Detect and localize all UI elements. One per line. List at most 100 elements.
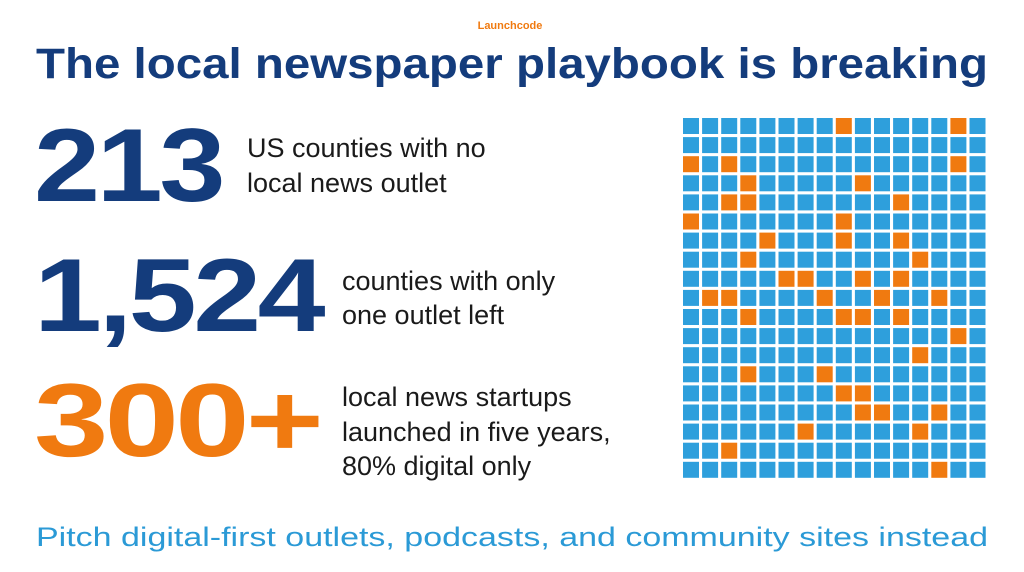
grid-cell <box>835 328 852 345</box>
grid-cell <box>969 461 986 478</box>
grid-cell <box>835 442 852 459</box>
grid-cell <box>969 194 986 211</box>
grid-cell <box>893 309 910 325</box>
grid-cell <box>912 137 929 154</box>
grid-cell <box>797 270 814 287</box>
grid-cell <box>740 423 757 440</box>
grid-cell <box>759 118 776 134</box>
grid-cell <box>969 137 986 154</box>
grid-cell <box>740 156 757 173</box>
grid-cell <box>740 385 757 402</box>
stat-caption: launched in five years, <box>342 417 611 447</box>
stat-caption: local news outlet <box>247 168 447 198</box>
grid-cell <box>931 213 948 230</box>
grid-cell <box>969 175 986 192</box>
grid-cell <box>721 442 738 459</box>
grid-cell <box>778 442 795 459</box>
grid-cell <box>950 442 967 459</box>
grid-cell <box>854 289 871 306</box>
grid-cell <box>874 461 890 478</box>
grid-cell <box>702 309 719 325</box>
grid-cell <box>816 461 833 478</box>
grid-cell <box>912 347 929 364</box>
grid-cell <box>874 423 890 440</box>
grid-cell <box>797 137 814 154</box>
grid-cell <box>778 213 795 230</box>
grid-cell <box>702 328 719 345</box>
grid-cell <box>874 385 890 402</box>
grid-cell <box>683 194 699 211</box>
grid-cell <box>854 137 871 154</box>
grid-cell <box>854 347 871 364</box>
grid-cell <box>778 404 795 421</box>
stat-caption: 80% digital only <box>342 451 532 481</box>
grid-cell <box>912 213 929 230</box>
grid-cell <box>874 213 890 230</box>
grid-cell <box>950 118 967 134</box>
grid-cell <box>721 366 738 383</box>
grid-cell <box>816 251 833 268</box>
grid-cell <box>702 423 719 440</box>
grid-cell <box>912 404 929 421</box>
grid-cell <box>797 289 814 306</box>
grid-cell <box>778 118 795 134</box>
grid-cell <box>874 194 890 211</box>
grid-cell <box>893 194 910 211</box>
grid-cell <box>721 194 738 211</box>
grid-cell <box>721 270 738 287</box>
grid-cell <box>721 118 738 134</box>
grid-cell <box>854 194 871 211</box>
grid-cell <box>893 175 910 192</box>
grid-cell <box>835 404 852 421</box>
stat-number: 1,524 <box>34 238 326 354</box>
grid-cell <box>912 194 929 211</box>
grid-cell <box>683 156 699 173</box>
grid-cell <box>721 137 738 154</box>
grid-cell <box>683 289 699 306</box>
grid-cell <box>797 251 814 268</box>
grid-cell <box>835 232 852 249</box>
grid-cell <box>969 309 986 325</box>
grid-cell <box>740 289 757 306</box>
grid-cell <box>740 461 757 478</box>
grid-cell <box>835 289 852 306</box>
grid-cell <box>702 232 719 249</box>
grid-cell <box>931 461 948 478</box>
grid-cell <box>893 270 910 287</box>
grid-cell <box>683 213 699 230</box>
grid-cell <box>950 404 967 421</box>
title: The local newspaper playbook is breaking <box>36 40 988 88</box>
grid-cell <box>797 328 814 345</box>
grid-cell <box>797 232 814 249</box>
grid-cell <box>950 213 967 230</box>
grid-cell <box>931 270 948 287</box>
grid-cell <box>816 156 833 173</box>
footer: Pitch digital-first outlets, podcasts, a… <box>36 522 988 552</box>
grid-cell <box>683 175 699 192</box>
grid-cell <box>702 385 719 402</box>
grid-cell <box>893 347 910 364</box>
grid-cell <box>874 232 890 249</box>
grid-cell <box>683 232 699 249</box>
grid-cell <box>816 309 833 325</box>
grid-cell <box>702 442 719 459</box>
logo: Launchcode <box>478 20 543 32</box>
grid-cell <box>702 366 719 383</box>
grid-cell <box>874 442 890 459</box>
grid-cell <box>759 232 776 249</box>
grid-cell <box>969 385 986 402</box>
grid-cell <box>778 232 795 249</box>
grid-cell <box>931 194 948 211</box>
stat-number: 213 <box>34 108 222 224</box>
grid-cell <box>893 328 910 345</box>
grid-cell <box>683 347 699 364</box>
grid-cell <box>912 423 929 440</box>
grid-cell <box>950 232 967 249</box>
grid-cell <box>740 270 757 287</box>
grid-cell <box>969 156 986 173</box>
grid-cell <box>893 289 910 306</box>
grid-cell <box>931 442 948 459</box>
grid-cell <box>816 442 833 459</box>
grid-cell <box>874 366 890 383</box>
